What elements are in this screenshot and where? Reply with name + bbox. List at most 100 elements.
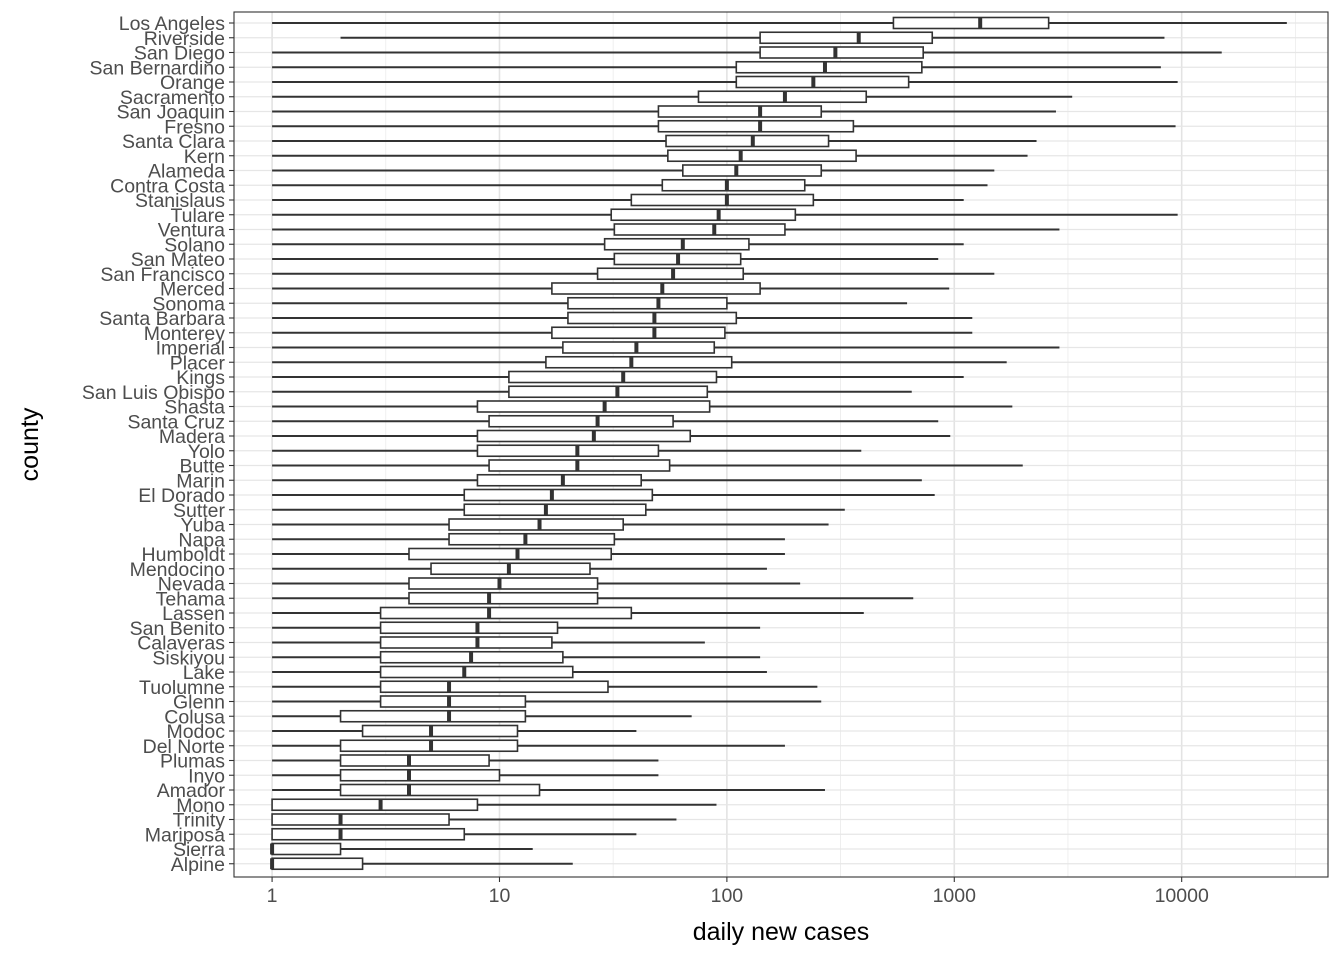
box-madera <box>272 429 951 443</box>
y-tick-label: Contra Costa <box>110 175 225 197</box>
y-tick-label: Stanislaus <box>135 190 225 212</box>
y-tick-label: San Benito <box>130 618 226 640</box>
box-iqr <box>463 488 654 502</box>
box-trinity <box>271 813 677 826</box>
box-san-joaquin <box>272 105 1056 118</box>
box-santa-cruz <box>272 414 939 428</box>
y-tick-label: Inyo <box>188 765 225 787</box>
y-tick-label: San Francisco <box>100 264 225 286</box>
y-tick-label: Glenn <box>173 692 225 714</box>
box-san-luis-obispo <box>272 385 912 399</box>
box-iqr <box>379 695 527 708</box>
box-san-francisco <box>272 267 995 281</box>
box-iqr <box>545 355 733 369</box>
y-tick-label: Santa Clara <box>122 131 225 153</box>
y-tick-label: Sonoma <box>152 293 225 315</box>
x-axis-title: daily new cases <box>693 918 869 946</box>
box-iqr <box>448 518 625 531</box>
box-iqr <box>271 798 479 812</box>
box-iqr <box>508 370 718 384</box>
box-iqr <box>339 768 501 782</box>
y-tick-label: San Luis Obispo <box>82 382 225 404</box>
box-iqr <box>379 621 559 635</box>
y-tick-label: Lake <box>183 662 225 684</box>
box-kern <box>272 149 1028 163</box>
box-napa <box>272 532 785 546</box>
box-stanislaus <box>272 193 964 207</box>
y-tick-label: Mariposa <box>145 824 225 846</box>
box-colusa <box>272 709 692 723</box>
box-inyo <box>272 768 659 782</box>
box-lassen <box>272 606 864 620</box>
y-tick-label: San Bernardino <box>89 57 225 79</box>
box-calaveras <box>272 636 705 649</box>
box-yuba <box>272 518 829 531</box>
y-tick-label: El Dorado <box>138 485 225 507</box>
y-tick-label: Tulare <box>170 205 225 227</box>
box-solano <box>272 237 964 251</box>
box-iqr <box>476 400 711 413</box>
box-iqr <box>665 134 830 148</box>
box-iqr <box>476 429 692 443</box>
box-iqr <box>361 724 519 738</box>
box-iqr <box>657 105 823 118</box>
y-tick-label: Mendocino <box>130 559 226 581</box>
y-tick-label: Sutter <box>173 500 226 522</box>
x-tick-label: 10000 <box>1155 885 1209 907</box>
box-iqr <box>551 326 726 340</box>
box-iqr <box>657 119 855 133</box>
box-iqr <box>476 444 660 458</box>
y-tick-label: Marin <box>176 470 225 492</box>
box-iqr <box>667 149 857 163</box>
box-los-angeles <box>272 16 1287 30</box>
box-marin <box>272 473 922 487</box>
box-iqr <box>448 532 616 546</box>
box-yolo <box>272 444 862 458</box>
box-iqr <box>567 296 728 310</box>
box-iqr <box>271 857 364 871</box>
y-tick-label: Los Angeles <box>119 13 226 35</box>
box-orange <box>272 75 1178 89</box>
panel-border <box>233 11 1329 878</box>
box-san-mateo <box>272 252 939 266</box>
box-contra-costa <box>272 178 988 192</box>
y-tick-label: Riverside <box>144 28 225 50</box>
box-iqr <box>271 813 450 826</box>
box-iqr <box>661 178 806 192</box>
box-imperial <box>272 341 1060 354</box>
box-iqr <box>697 90 868 104</box>
box-iqr <box>379 680 609 694</box>
y-tick-label: Amador <box>157 780 226 802</box>
box-iqr <box>562 341 716 354</box>
box-iqr <box>735 60 923 74</box>
y-tick-label: Ventura <box>158 220 225 242</box>
box-iqr <box>339 739 519 753</box>
y-tick-label: Trinity <box>173 810 226 832</box>
box-iqr <box>603 237 750 251</box>
box-siskiyou <box>272 650 761 664</box>
box-iqr <box>682 164 823 177</box>
y-tick-label: Modoc <box>166 721 225 743</box>
x-tick-label: 1 <box>267 885 278 907</box>
y-tick-label: Colusa <box>164 706 225 728</box>
box-ventura <box>272 223 1060 236</box>
box-iqr <box>408 547 613 561</box>
box-san-benito <box>272 621 761 635</box>
box-lake <box>272 665 767 679</box>
box-tehama <box>272 591 914 605</box>
box-mono <box>271 798 717 812</box>
box-merced <box>272 282 950 295</box>
y-tick-label: Siskiyou <box>152 647 225 669</box>
y-tick-label: San Joaquin <box>117 102 225 124</box>
box-nevada <box>272 577 801 590</box>
y-tick-label: Merced <box>160 279 225 301</box>
y-tick-label: Shasta <box>164 397 225 419</box>
box-sacramento <box>272 90 1073 104</box>
box-iqr <box>379 636 553 649</box>
box-iqr <box>379 665 574 679</box>
box-iqr <box>759 46 925 59</box>
box-iqr <box>408 577 599 590</box>
box-iqr <box>613 223 786 236</box>
box-iqr <box>735 75 910 89</box>
